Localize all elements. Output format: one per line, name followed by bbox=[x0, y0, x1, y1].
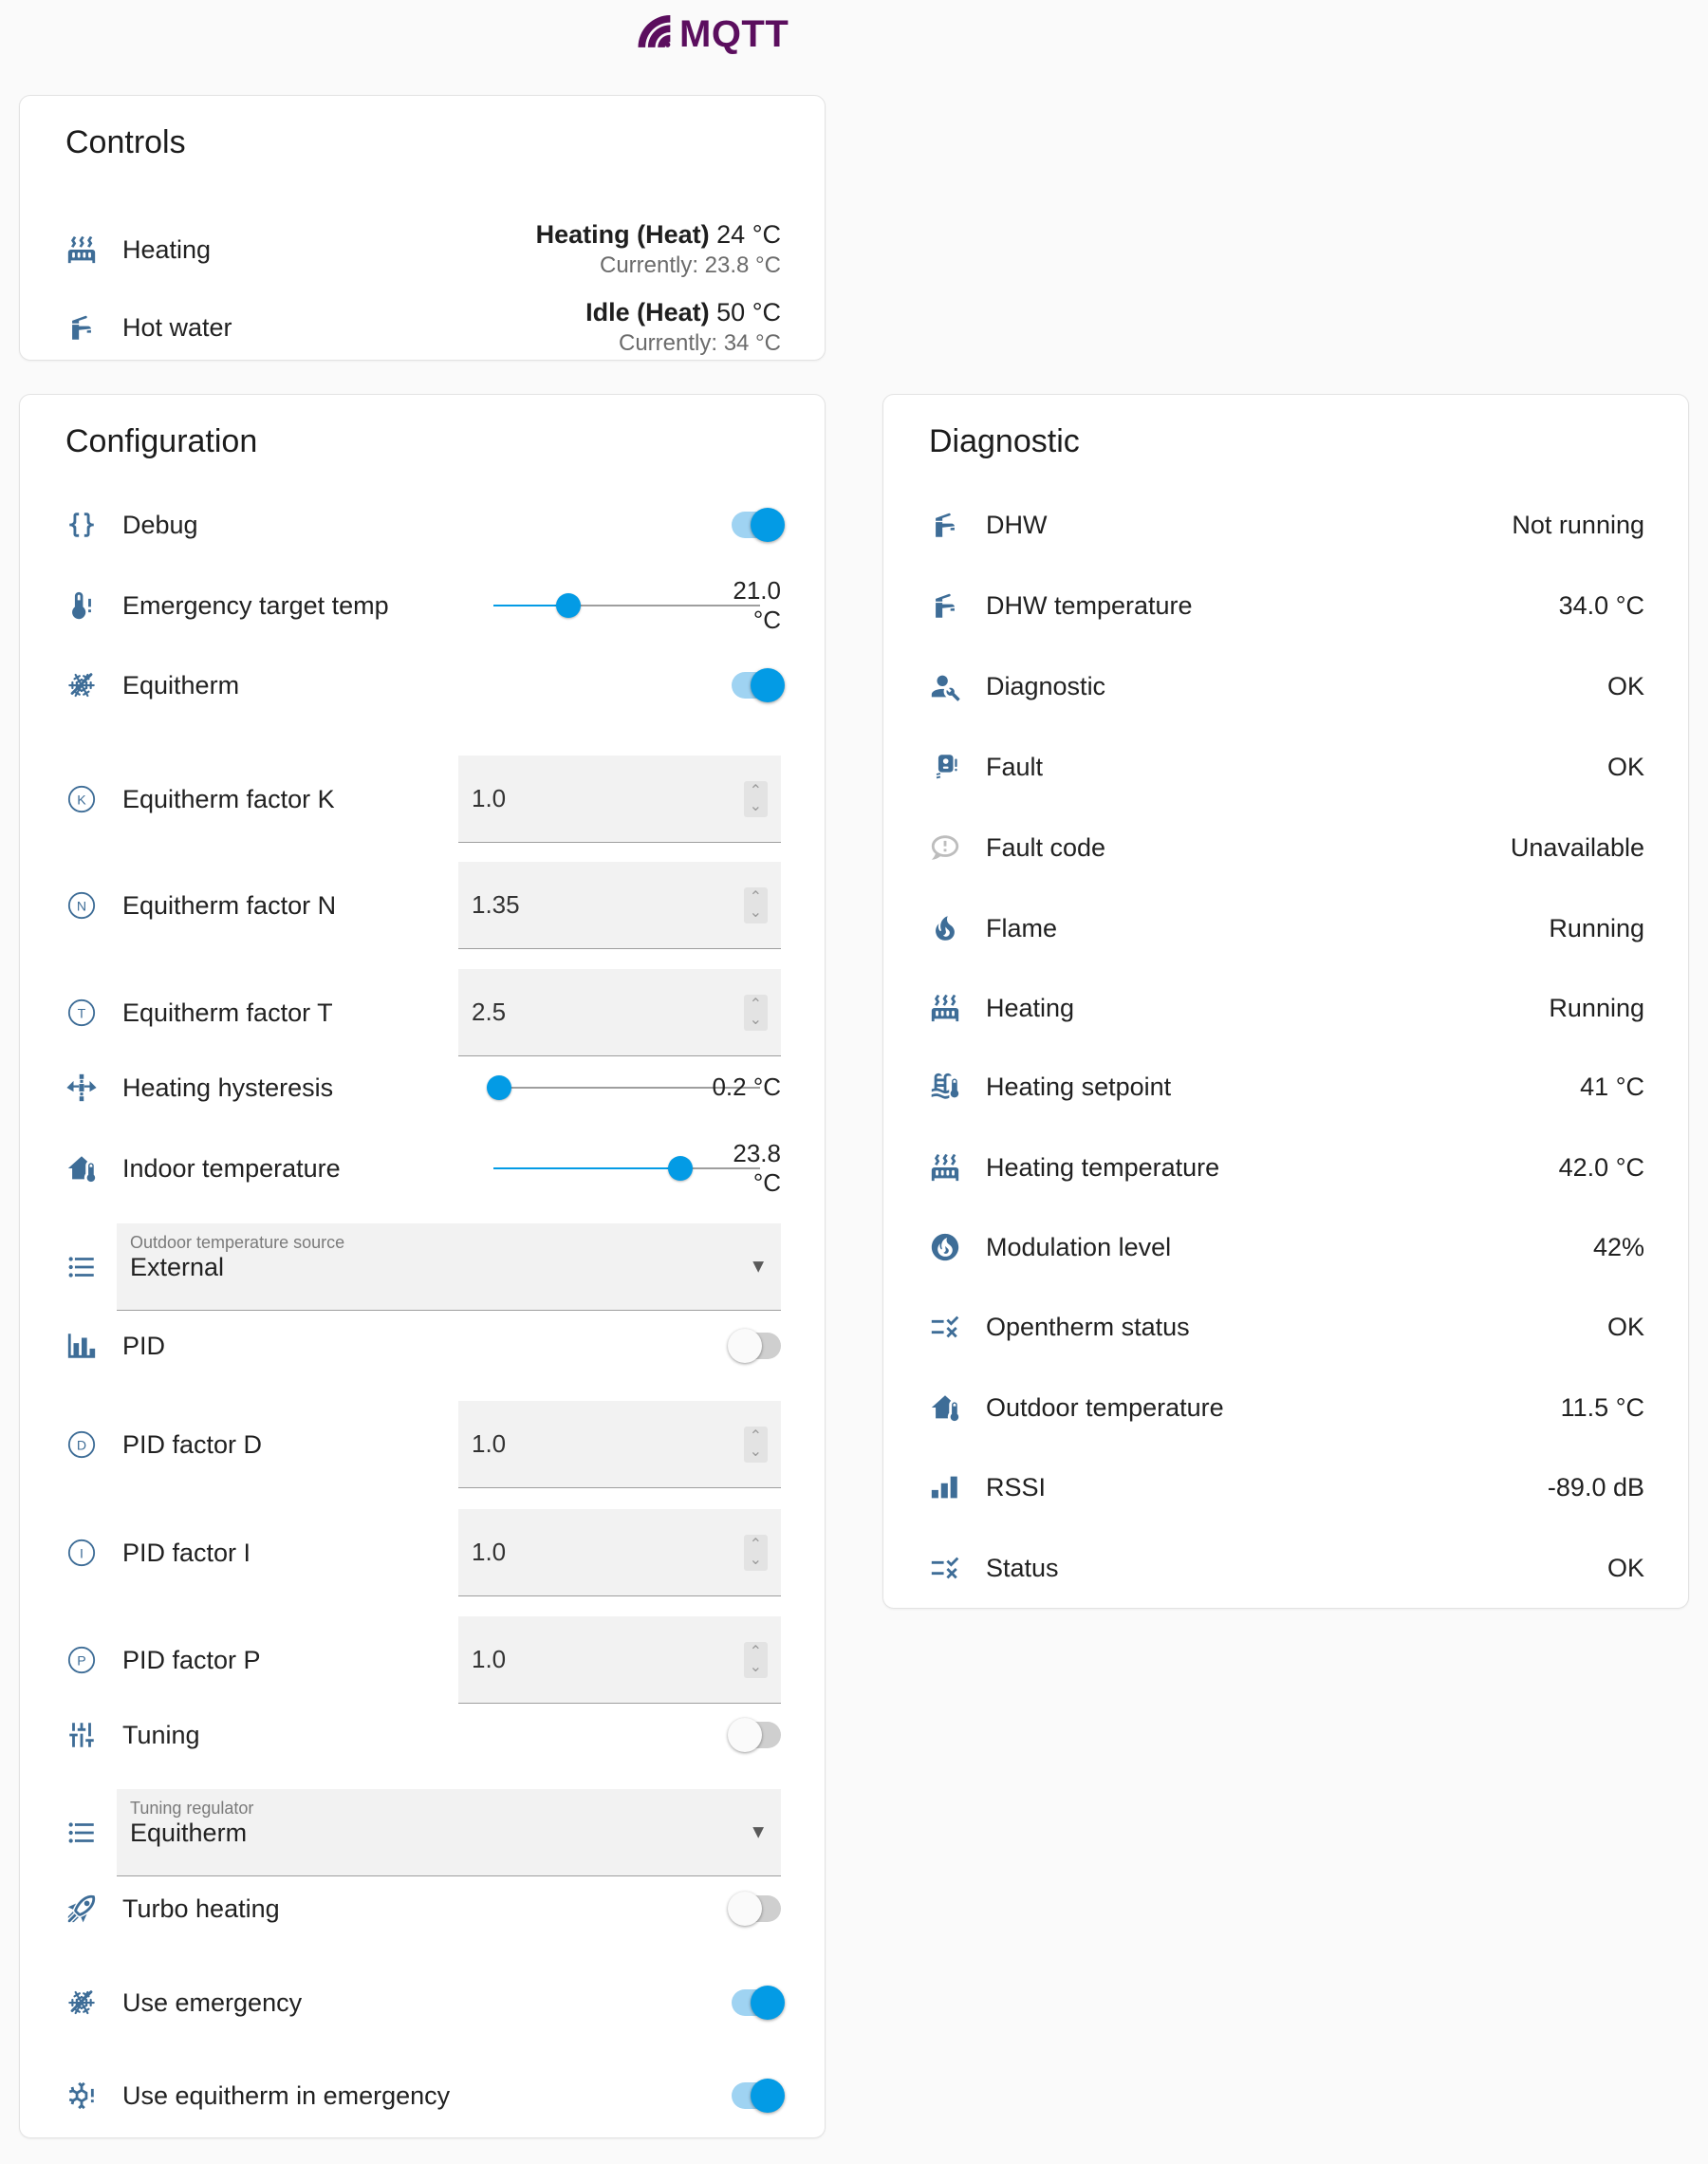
svg-text:P: P bbox=[77, 1654, 85, 1670]
svg-text:N: N bbox=[77, 900, 86, 915]
svg-text:I: I bbox=[80, 1547, 84, 1562]
svg-text:K: K bbox=[77, 793, 86, 809]
svg-text:T: T bbox=[78, 1007, 86, 1022]
svg-text:D: D bbox=[77, 1439, 86, 1454]
